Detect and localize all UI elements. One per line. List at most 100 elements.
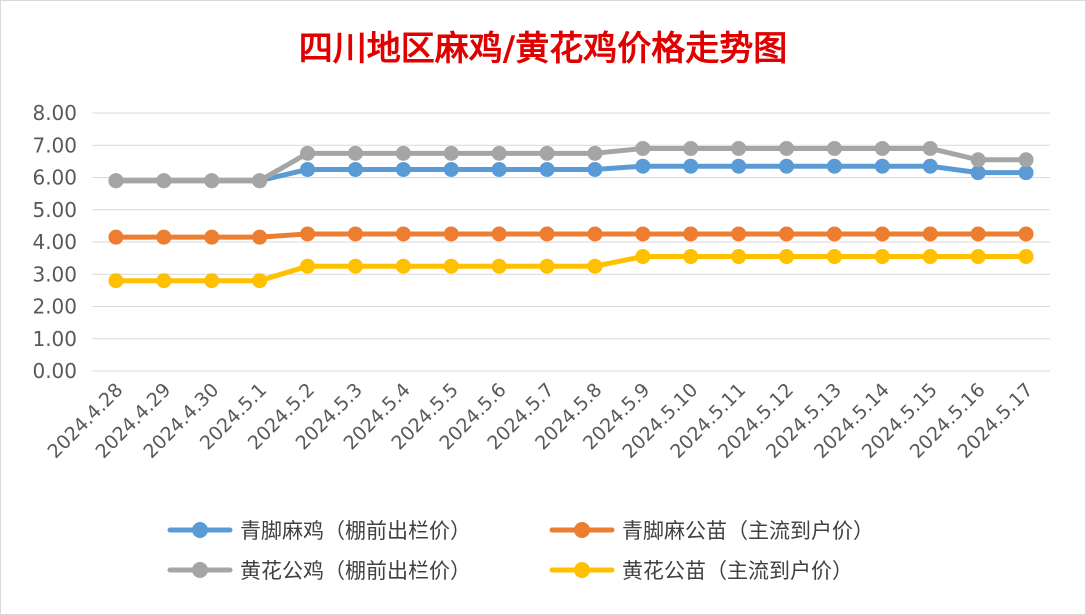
legend-item: 黄花公鸡（棚前出栏价） bbox=[167, 559, 471, 583]
y-tick-label: 0.00 bbox=[32, 359, 77, 383]
data-point bbox=[826, 226, 842, 242]
data-point bbox=[779, 226, 795, 242]
data-point bbox=[970, 226, 986, 242]
data-point bbox=[539, 145, 555, 161]
data-point bbox=[300, 145, 316, 161]
data-point bbox=[635, 249, 651, 265]
data-point bbox=[204, 173, 220, 189]
data-point bbox=[347, 258, 363, 274]
data-point bbox=[587, 161, 603, 177]
y-tick-label: 3.00 bbox=[32, 262, 77, 286]
data-point bbox=[874, 226, 890, 242]
y-tick-label: 5.00 bbox=[32, 198, 77, 222]
data-point bbox=[204, 229, 220, 245]
data-point bbox=[156, 229, 172, 245]
data-point bbox=[347, 226, 363, 242]
data-point bbox=[683, 140, 699, 156]
data-point bbox=[922, 140, 938, 156]
data-point bbox=[922, 226, 938, 242]
legend-item: 黄花公苗（主流到户价） bbox=[549, 559, 853, 583]
data-point bbox=[731, 140, 747, 156]
data-point bbox=[635, 140, 651, 156]
legend-item: 青脚麻鸡（棚前出栏价） bbox=[167, 519, 471, 543]
data-point bbox=[443, 258, 459, 274]
data-point bbox=[395, 145, 411, 161]
data-point bbox=[347, 161, 363, 177]
data-point bbox=[252, 229, 268, 245]
data-point bbox=[347, 145, 363, 161]
data-point bbox=[108, 273, 124, 289]
data-point bbox=[731, 158, 747, 174]
y-tick-label: 6.00 bbox=[32, 166, 77, 190]
data-point bbox=[539, 258, 555, 274]
series bbox=[108, 249, 1034, 289]
data-point bbox=[156, 173, 172, 189]
data-point bbox=[635, 226, 651, 242]
data-point bbox=[731, 249, 747, 265]
legend-swatch-marker bbox=[192, 522, 208, 538]
chart-title: 四川地区麻鸡/黄花鸡价格走势图 bbox=[299, 29, 787, 69]
data-point bbox=[156, 273, 172, 289]
legend-label: 青脚麻鸡（棚前出栏价） bbox=[240, 519, 471, 543]
data-point bbox=[1018, 249, 1034, 265]
x-axis-ticks: 2024.4.282024.4.292024.4.302024.5.12024.… bbox=[44, 379, 1038, 463]
data-point bbox=[874, 158, 890, 174]
data-point bbox=[300, 226, 316, 242]
data-point bbox=[683, 158, 699, 174]
data-point bbox=[587, 226, 603, 242]
data-point bbox=[491, 226, 507, 242]
data-point bbox=[491, 258, 507, 274]
data-point bbox=[970, 152, 986, 168]
data-point bbox=[1018, 226, 1034, 242]
data-point bbox=[395, 161, 411, 177]
data-point bbox=[395, 226, 411, 242]
y-tick-label: 1.00 bbox=[32, 327, 77, 351]
data-point bbox=[108, 229, 124, 245]
y-axis-ticks: 0.00 1.00 2.00 3.00 4.00 5.00 6.00 7.00 8.00 bbox=[32, 101, 77, 383]
data-point bbox=[587, 145, 603, 161]
data-point bbox=[300, 258, 316, 274]
data-point bbox=[922, 158, 938, 174]
y-tick-label: 7.00 bbox=[32, 133, 77, 157]
data-point bbox=[539, 226, 555, 242]
data-point bbox=[443, 226, 459, 242]
data-point bbox=[970, 249, 986, 265]
data-point bbox=[779, 140, 795, 156]
data-point bbox=[826, 140, 842, 156]
gridlines bbox=[92, 112, 1050, 372]
data-point bbox=[300, 161, 316, 177]
data-point bbox=[826, 249, 842, 265]
y-tick-label: 4.00 bbox=[32, 230, 77, 254]
series-line bbox=[113, 231, 1029, 240]
data-point bbox=[108, 173, 124, 189]
y-tick-label: 8.00 bbox=[32, 101, 77, 125]
data-point bbox=[1018, 165, 1034, 181]
data-point bbox=[491, 145, 507, 161]
data-point bbox=[491, 161, 507, 177]
legend-label: 青脚麻公苗（主流到户价） bbox=[622, 519, 874, 543]
legend-label: 黄花公苗（主流到户价） bbox=[622, 559, 853, 583]
data-point bbox=[1018, 152, 1034, 168]
data-point bbox=[683, 226, 699, 242]
data-point bbox=[874, 249, 890, 265]
data-point bbox=[683, 249, 699, 265]
data-point bbox=[635, 158, 651, 174]
series bbox=[108, 226, 1034, 245]
data-point bbox=[395, 258, 411, 274]
data-point bbox=[252, 273, 268, 289]
data-point bbox=[443, 145, 459, 161]
data-point bbox=[204, 273, 220, 289]
series bbox=[108, 158, 1034, 189]
legend-label: 黄花公鸡（棚前出栏价） bbox=[240, 559, 471, 583]
data-point bbox=[587, 258, 603, 274]
data-point bbox=[539, 161, 555, 177]
legend-item: 青脚麻公苗（主流到户价） bbox=[549, 519, 874, 543]
series bbox=[108, 140, 1034, 189]
data-point bbox=[874, 140, 890, 156]
data-point bbox=[443, 161, 459, 177]
series-line bbox=[113, 145, 1029, 184]
data-point bbox=[252, 173, 268, 189]
y-tick-label: 2.00 bbox=[32, 295, 77, 319]
